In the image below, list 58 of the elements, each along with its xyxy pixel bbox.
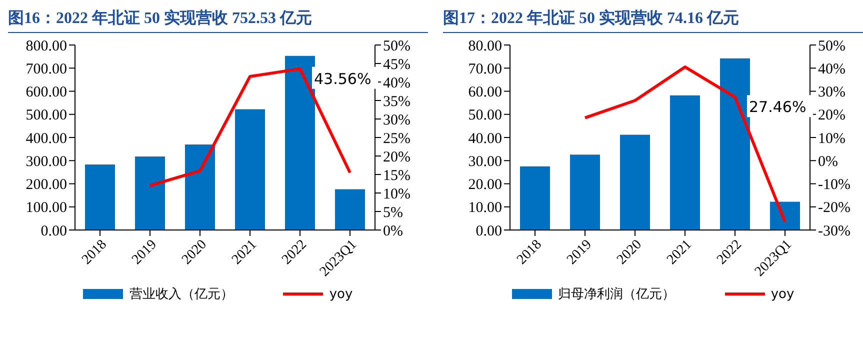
bar (770, 202, 800, 230)
y-tick-label: 50.00 (468, 108, 502, 124)
bar (520, 166, 550, 230)
legend-label: yoy (770, 286, 794, 302)
y2-tick-label: 10% (383, 186, 410, 202)
bar (185, 144, 215, 230)
y-tick-label: 200.00 (26, 177, 67, 194)
y-tick-label: 30.00 (468, 154, 502, 170)
y2-tick-label: -20% (818, 200, 850, 216)
bar (235, 109, 265, 230)
y-tick-label: 80.00 (468, 38, 502, 54)
y2-tick-label: 0% (383, 223, 403, 240)
y-tick-label: 800.00 (26, 38, 67, 54)
bar (720, 58, 750, 230)
y2-tick-label: 15% (383, 168, 410, 184)
y2-tick-label: 30% (383, 112, 410, 128)
y2-tick-label: 10% (818, 130, 846, 147)
y-tick-label: 0.00 (40, 223, 67, 240)
y2-tick-label: 25% (383, 130, 410, 147)
bar (285, 56, 315, 230)
y-tick-label: 500.00 (26, 108, 67, 124)
y-tick-label: 70.00 (468, 61, 502, 78)
y2-tick-label: 0% (818, 154, 838, 170)
legend-label: yoy (329, 286, 353, 302)
y2-tick-label: 40% (818, 61, 846, 78)
data-label: 43.56% (314, 70, 372, 88)
y2-tick-label: 50% (818, 38, 846, 54)
y-tick-label: 300.00 (26, 154, 67, 170)
y-tick-label: 600.00 (26, 84, 67, 101)
data-label: 27.46% (749, 98, 806, 116)
y2-tick-label: -10% (818, 177, 850, 194)
bar (620, 134, 650, 230)
y-tick-label: 400.00 (26, 130, 67, 147)
bar (135, 156, 165, 230)
bar (570, 154, 600, 230)
y2-tick-label: -30% (818, 223, 850, 240)
y2-tick-label: 30% (818, 84, 846, 101)
y2-tick-label: 5% (383, 204, 403, 221)
y2-tick-label: 20% (818, 108, 846, 124)
y-tick-label: 700.00 (26, 61, 67, 78)
y2-tick-label: 45% (383, 56, 410, 73)
legend-label: 营业收入（亿元） (129, 286, 234, 303)
bar (670, 95, 700, 230)
bar (85, 164, 115, 230)
y-tick-label: 100.00 (26, 200, 67, 216)
y-tick-label: 20.00 (468, 177, 502, 194)
chart-title: 图17：2022 年北证 50 实现营收 74.16 亿元 (443, 8, 863, 33)
y2-tick-label: 40% (383, 75, 410, 92)
y2-tick-label: 20% (383, 149, 410, 166)
y2-tick-label: 50% (383, 38, 410, 54)
y-tick-label: 10.00 (468, 200, 502, 216)
legend-label: 归母净利润（亿元） (558, 286, 675, 303)
chart-title: 图16：2022 年北证 50 实现营收 752.53 亿元 (8, 8, 428, 33)
y-tick-label: 40.00 (468, 130, 502, 147)
y-tick-label: 60.00 (468, 84, 502, 101)
bar (335, 189, 365, 230)
y-tick-label: 0.00 (476, 223, 502, 240)
y2-tick-label: 35% (383, 94, 410, 110)
